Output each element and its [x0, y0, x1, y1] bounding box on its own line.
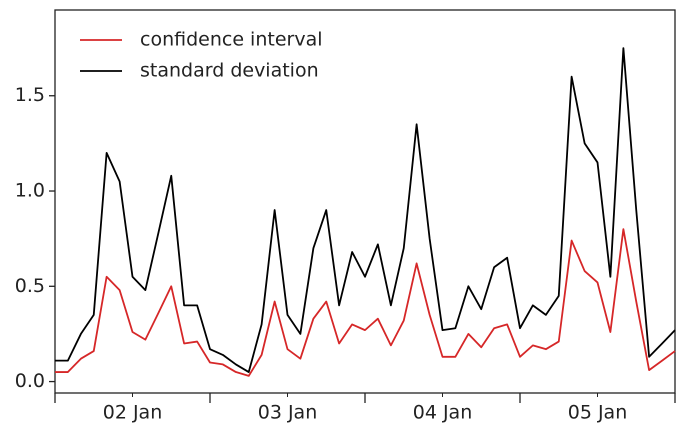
x-tick-label: 04 Jan	[413, 402, 473, 424]
y-tick-label: 0.0	[15, 370, 45, 392]
series-line	[55, 47, 676, 373]
x-tick-label: 05 Jan	[568, 402, 628, 424]
y-tick-label: 1.0	[15, 180, 45, 202]
y-tick-label: 1.5	[15, 84, 45, 106]
y-tick-label: 0.5	[15, 275, 45, 297]
series-line	[55, 228, 676, 377]
x-tick-label: 02 Jan	[103, 402, 163, 424]
legend-label: confidence interval	[140, 29, 323, 51]
x-tick-label: 03 Jan	[258, 402, 318, 424]
legend-label: standard deviation	[140, 60, 319, 82]
